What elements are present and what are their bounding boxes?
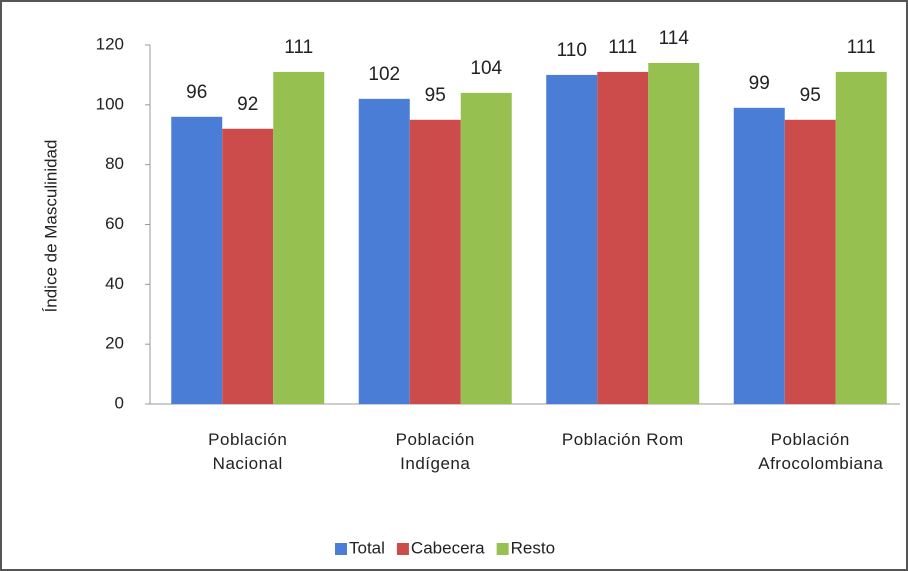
legend-swatch	[335, 543, 347, 555]
x-tick-label: Población Rom	[561, 430, 684, 449]
data-label: 111	[284, 37, 313, 58]
legend-swatch	[396, 543, 409, 555]
x-tick-label: Población Indígena	[395, 430, 475, 473]
bar	[222, 128, 274, 404]
bar	[784, 119, 836, 405]
y-tick-label: 100	[96, 94, 124, 113]
y-tick-label: 40	[105, 274, 124, 293]
y-tick-label: 80	[105, 154, 124, 173]
data-label: 96	[186, 82, 207, 103]
data-label: 111	[847, 37, 876, 58]
bar	[460, 92, 512, 404]
x-tick-label: Población Afrocolombiana	[758, 430, 884, 473]
bar	[409, 119, 461, 405]
legend-label: Resto	[511, 538, 555, 557]
data-label: 95	[800, 85, 821, 106]
y-tick-label: 0	[115, 393, 124, 412]
bar	[171, 116, 223, 405]
data-label: 102	[368, 64, 400, 85]
data-label: 110	[557, 40, 587, 61]
bar	[597, 71, 649, 405]
y-tick-label: 120	[96, 34, 124, 53]
x-tick-label: Población Nacional	[208, 430, 288, 473]
bar	[648, 62, 700, 404]
data-label: 95	[425, 85, 446, 106]
legend-label: Cabecera	[411, 538, 485, 557]
bar	[273, 71, 325, 405]
data-label: 111	[608, 37, 637, 58]
legend-label: Total	[349, 538, 385, 557]
legend-swatch	[496, 543, 509, 555]
bar	[733, 107, 785, 404]
bar	[835, 71, 887, 405]
bar	[358, 98, 410, 404]
data-label: 99	[749, 73, 770, 94]
data-label: 92	[237, 94, 258, 115]
data-label: 114	[659, 28, 690, 49]
bar	[546, 74, 598, 405]
y-tick-label: 60	[105, 214, 124, 233]
y-tick-label: 20	[105, 334, 124, 353]
y-axis-label: Índice de Masculinidad	[41, 140, 60, 313]
data-label: 104	[470, 58, 502, 79]
